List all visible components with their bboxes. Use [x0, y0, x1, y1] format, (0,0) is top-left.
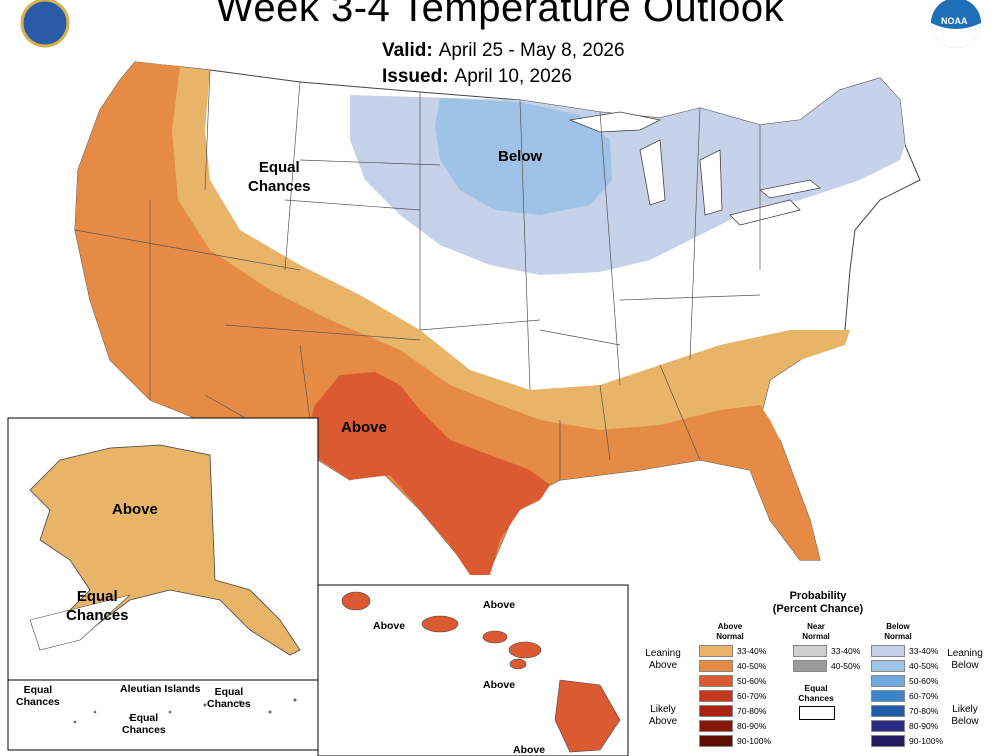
below-swatch-label: 60-70%	[909, 690, 939, 701]
alaska-above-label: Above	[112, 501, 158, 518]
below-legend-row: 40-50%	[871, 659, 938, 672]
aleutians-inset	[7, 679, 319, 751]
near-swatch	[793, 644, 827, 657]
above-swatch	[699, 644, 733, 657]
above-legend-row: 70-80%	[699, 704, 766, 717]
near-legend-row: 40-50%	[793, 659, 860, 672]
valid-line: Valid: April 25 - May 8, 2026	[382, 40, 625, 62]
below-swatch	[871, 644, 905, 657]
above-swatch	[699, 734, 733, 747]
above-swatch-label: 40-50%	[737, 660, 767, 671]
above-legend-row: 60-70%	[699, 689, 766, 702]
below-swatch-label: 33-40%	[909, 645, 939, 656]
below-swatch-label: 40-50%	[909, 660, 939, 671]
near-swatch-label: 33-40%	[831, 645, 861, 656]
above-50-region	[305, 372, 550, 575]
below-swatch	[871, 734, 905, 747]
near-swatch-label: 40-50%	[831, 660, 861, 671]
aleutian-equal-1: Equal Chances	[16, 684, 60, 708]
alaska-shape	[29, 444, 301, 656]
above-legend-row: 80-90%	[699, 719, 766, 732]
aleutian-equal-2: Equal Chances	[122, 712, 166, 736]
alaska-south-white	[29, 594, 131, 651]
noaa-logo-text: NOAA	[941, 16, 968, 26]
probability-legend: Probability (Percent Chance) Above Norma…	[633, 588, 995, 756]
near-normal-head: Near Normal	[802, 622, 830, 641]
aleutian-chain	[73, 698, 297, 724]
above-legend-row: 33-40%	[699, 644, 766, 657]
below-swatch	[871, 719, 905, 732]
alaska-equal-label: Equal Chances	[66, 588, 129, 624]
hawaii-above-2: Above	[373, 620, 406, 632]
below-legend-row: 70-80%	[871, 704, 938, 717]
above-swatch	[699, 719, 733, 732]
commerce-seal-icon	[20, 0, 70, 48]
conus-above-label: Above	[341, 419, 387, 436]
below-swatch-label: 50-60%	[909, 675, 939, 686]
equal-chances-swatch	[799, 706, 835, 720]
valid-value: April 25 - May 8, 2026	[438, 40, 625, 61]
above-swatch	[699, 659, 733, 672]
below-swatch	[871, 704, 905, 717]
hawaii-above-3: Above	[483, 679, 516, 691]
below-40-region	[435, 98, 612, 215]
below-swatch	[871, 659, 905, 672]
above-legend-row: 90-100%	[699, 734, 771, 747]
below-swatch-label: 70-80%	[909, 705, 939, 716]
conus-equal-label: Equal Chances	[248, 159, 311, 195]
above-swatch	[699, 689, 733, 702]
above-legend-row: 40-50%	[699, 659, 766, 672]
below-legend-row: 80-90%	[871, 719, 938, 732]
aleutian-equal-3: Equal Chances	[207, 686, 251, 710]
issued-label: Issued:	[382, 66, 449, 87]
conus-below-label: Below	[498, 148, 543, 165]
legend-title-line2: (Percent Chance)	[772, 603, 864, 615]
hawaii-above-4: Above	[513, 744, 546, 756]
below-legend-row: 90-100%	[871, 734, 943, 747]
leaning-above-label: Leaning Above	[645, 648, 681, 671]
below-legend-row: 50-60%	[871, 674, 938, 687]
above-legend-row: 50-60%	[699, 674, 766, 687]
above-swatch-label: 70-80%	[737, 705, 767, 716]
issued-line: Issued: April 10, 2026	[382, 66, 572, 88]
below-swatch-label: 80-90%	[909, 720, 939, 731]
above-swatch-label: 90-100%	[737, 735, 772, 746]
above-swatch	[699, 704, 733, 717]
equal-chances-label: Equal Chances	[798, 683, 834, 703]
near-legend-row: 33-40%	[793, 644, 860, 657]
valid-label: Valid:	[382, 40, 433, 61]
likely-above-label: Likely Above	[648, 704, 678, 727]
above-swatch-label: 33-40%	[737, 645, 767, 656]
issued-value: April 10, 2026	[454, 66, 572, 87]
legend-title-line1: Probability	[789, 590, 847, 602]
above-normal-head: Above Normal	[716, 622, 744, 641]
above-40-region	[75, 62, 820, 570]
below-legend-row: 60-70%	[871, 689, 938, 702]
leaning-below-label: Leaning Below	[947, 648, 983, 671]
likely-below-label: Likely Below	[951, 704, 979, 727]
above-swatch-label: 50-60%	[737, 675, 767, 686]
legend-title: Probability (Percent Chance)	[733, 590, 903, 616]
above-swatch-label: 60-70%	[737, 690, 767, 701]
above-swatch-label: 80-90%	[737, 720, 767, 731]
below-swatch-label: 90-100%	[909, 735, 944, 746]
aleutian-title: Aleutian Islands	[120, 683, 201, 695]
below-legend-row: 33-40%	[871, 644, 938, 657]
below-normal-head: Below Normal	[884, 622, 912, 641]
hawaii-islands	[341, 591, 621, 753]
above-swatch	[699, 674, 733, 687]
hawaii-above-1: Above	[483, 599, 516, 611]
great-lakes	[568, 111, 821, 226]
page-title: Week 3-4 Temperature Outlook	[215, 0, 785, 30]
below-swatch	[871, 689, 905, 702]
below-swatch	[871, 674, 905, 687]
near-swatch	[793, 659, 827, 672]
